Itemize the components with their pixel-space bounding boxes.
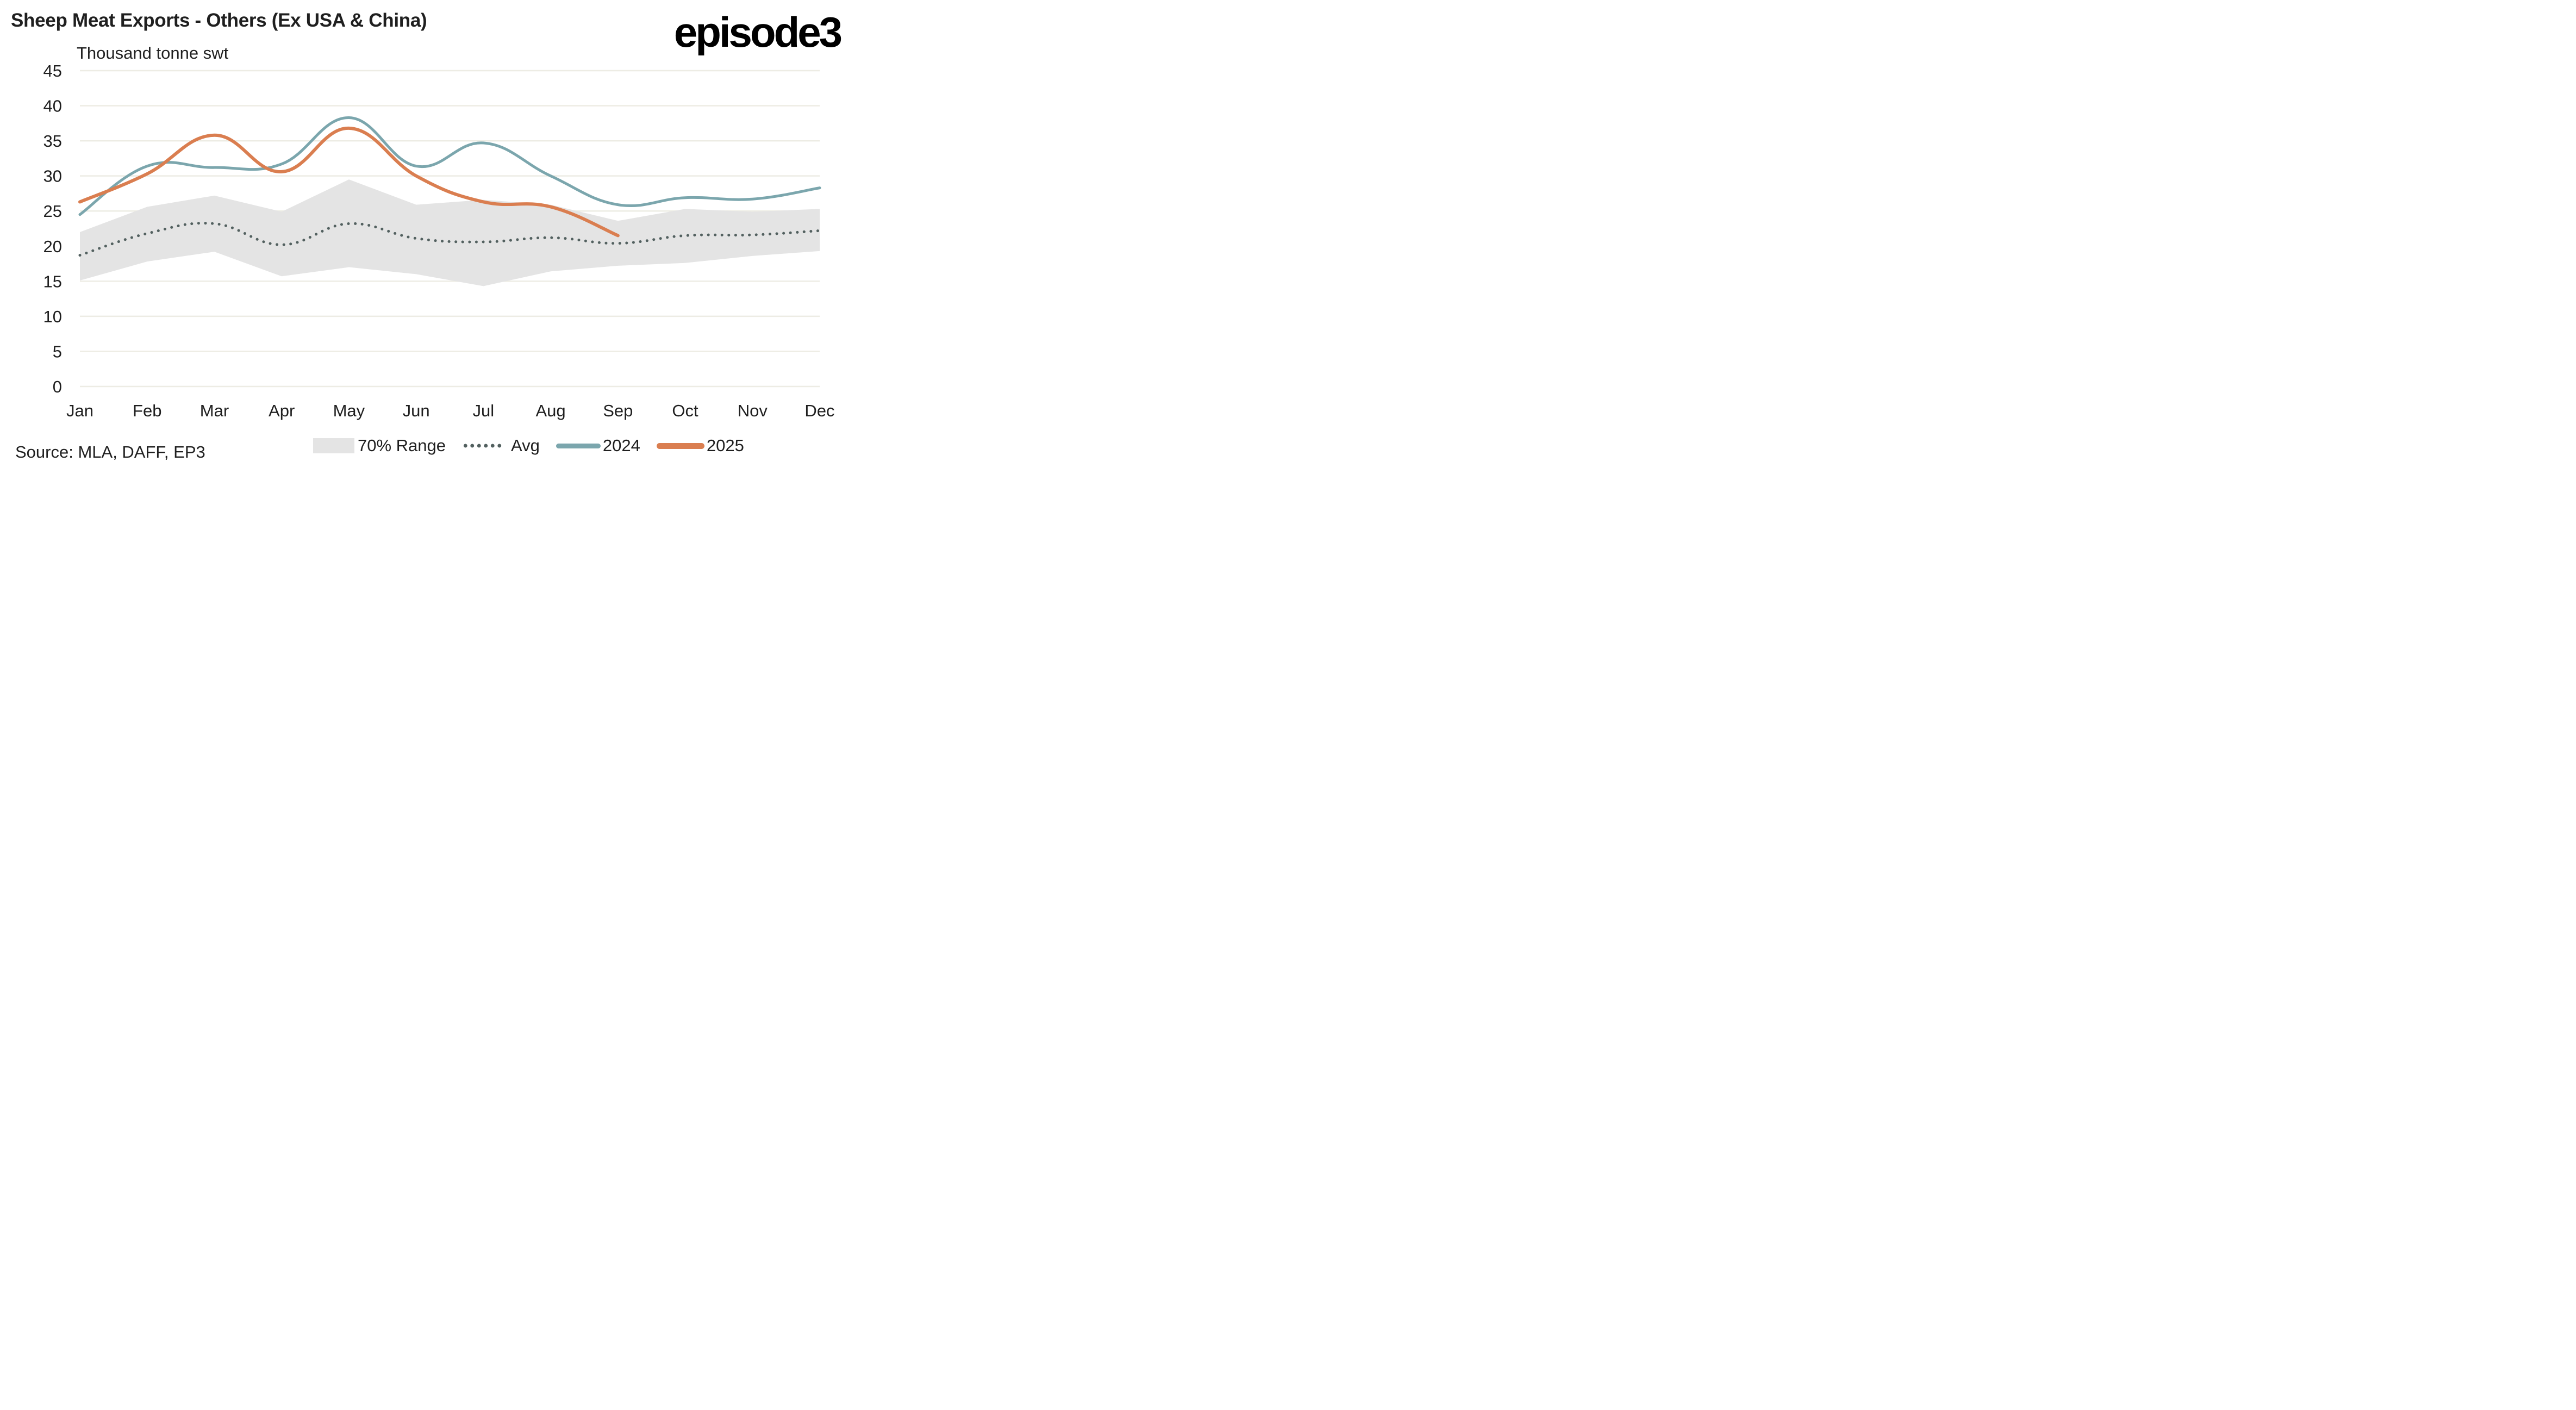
episode3-logo: episode3 — [673, 8, 843, 56]
avg-point-mar — [214, 223, 215, 224]
series-2024-line — [78, 116, 821, 216]
legend-label-2025: 2025 — [706, 436, 744, 455]
x-tick-label: Mar — [200, 401, 229, 420]
series-2025-point-apr — [281, 171, 282, 172]
x-tick-label: Jul — [473, 401, 495, 420]
x-tick-label: Aug — [536, 401, 566, 420]
y-tick-label: 45 — [43, 61, 62, 80]
series-2025-point-may — [348, 128, 350, 129]
y-tick-label: 30 — [43, 167, 62, 186]
legend-item-2024: 2024 — [556, 436, 640, 456]
series-2024-point-jan — [79, 214, 80, 215]
series-2025-point-feb — [147, 173, 148, 174]
avg-point-jan — [79, 255, 80, 256]
x-tick-label: May — [333, 401, 365, 420]
series-2025-line — [78, 126, 620, 238]
avg-point-apr — [281, 244, 282, 245]
series-2024-layer — [78, 116, 821, 216]
series-2024-point-jul — [483, 142, 484, 144]
legend-swatch-2024 — [556, 443, 601, 448]
series-2024-point-jun — [416, 166, 417, 167]
y-tick-label: 40 — [43, 97, 62, 116]
chart-plot: 0 5 10 15 20 25 30 35 40 45 Jan Feb Mar Apr May Jun Jul… — [43, 61, 835, 420]
series-2025-point-mar — [214, 135, 215, 136]
y-tick-label: 0 — [53, 377, 62, 396]
y-tick-label: 20 — [43, 237, 62, 256]
series-2024-point-mar — [214, 167, 215, 168]
range-band-70pct — [80, 179, 820, 286]
legend-swatch-range — [313, 438, 354, 453]
y-tick-label: 15 — [43, 272, 62, 291]
y-axis-unit-label: Thousand tonne swt — [77, 43, 229, 63]
series-2025-point-aug — [550, 206, 551, 207]
series-2024-point-apr — [281, 164, 282, 165]
avg-point-jun — [416, 238, 417, 239]
series-2025-layer — [78, 126, 620, 238]
series-2025-point-jul — [483, 201, 484, 202]
avg-point-feb — [147, 233, 148, 234]
x-axis-ticks: Jan Feb Mar Apr May Jun Jul Aug Sep Oct Nov Dec — [66, 401, 835, 420]
avg-point-aug — [550, 237, 551, 238]
series-2024-point-may — [348, 117, 350, 118]
y-tick-label: 25 — [43, 202, 62, 221]
series-2025-point-sep — [618, 235, 619, 236]
y-tick-label: 5 — [53, 342, 62, 361]
series-2024-point-sep — [618, 204, 619, 205]
y-tick-label: 10 — [43, 307, 62, 326]
avg-point-dec — [819, 230, 820, 231]
series-2024-point-feb — [147, 166, 148, 167]
legend-swatch-2025 — [656, 442, 704, 449]
legend-label-avg: Avg — [511, 436, 540, 455]
legend-item-2025: 2025 — [656, 436, 744, 456]
x-tick-label: Jun — [403, 401, 430, 420]
x-tick-label: Jan — [66, 401, 93, 420]
avg-point-oct — [685, 235, 686, 236]
y-tick-label: 35 — [43, 132, 62, 151]
legend-swatch-avg — [462, 444, 504, 448]
series-2025-point-jan — [79, 201, 80, 202]
avg-point-jul — [483, 241, 484, 242]
chart-title: Sheep Meat Exports - Others (Ex USA & Ch… — [11, 10, 427, 31]
legend-label-range: 70% Range — [358, 436, 446, 455]
x-tick-label: Nov — [738, 401, 768, 420]
avg-point-nov — [752, 234, 753, 235]
series-2024-point-nov — [752, 198, 753, 199]
x-tick-label: Oct — [672, 401, 698, 420]
series-2025-point-jun — [416, 176, 417, 177]
avg-line-layer — [78, 222, 821, 257]
legend-item-avg: Avg — [462, 436, 540, 456]
avg-point-may — [348, 223, 350, 224]
x-tick-label: Apr — [269, 401, 295, 420]
series-2024-point-dec — [819, 188, 820, 189]
series-2024-point-oct — [685, 197, 686, 198]
avg-point-sep — [618, 243, 619, 244]
legend-label-2024: 2024 — [602, 436, 640, 455]
x-tick-label: Sep — [603, 401, 633, 420]
range-band-layer — [80, 179, 820, 286]
series-2024-point-aug — [550, 176, 551, 177]
y-axis-ticks: 0 5 10 15 20 25 30 35 40 45 — [43, 61, 62, 396]
x-tick-label: Feb — [133, 401, 161, 420]
source-note: Source: MLA, DAFF, EP3 — [15, 442, 205, 461]
avg-line — [78, 222, 821, 257]
legend: 70% Range Avg 2024 2025 — [313, 435, 760, 457]
x-tick-label: Dec — [804, 401, 834, 420]
legend-item-range: 70% Range — [313, 436, 446, 456]
